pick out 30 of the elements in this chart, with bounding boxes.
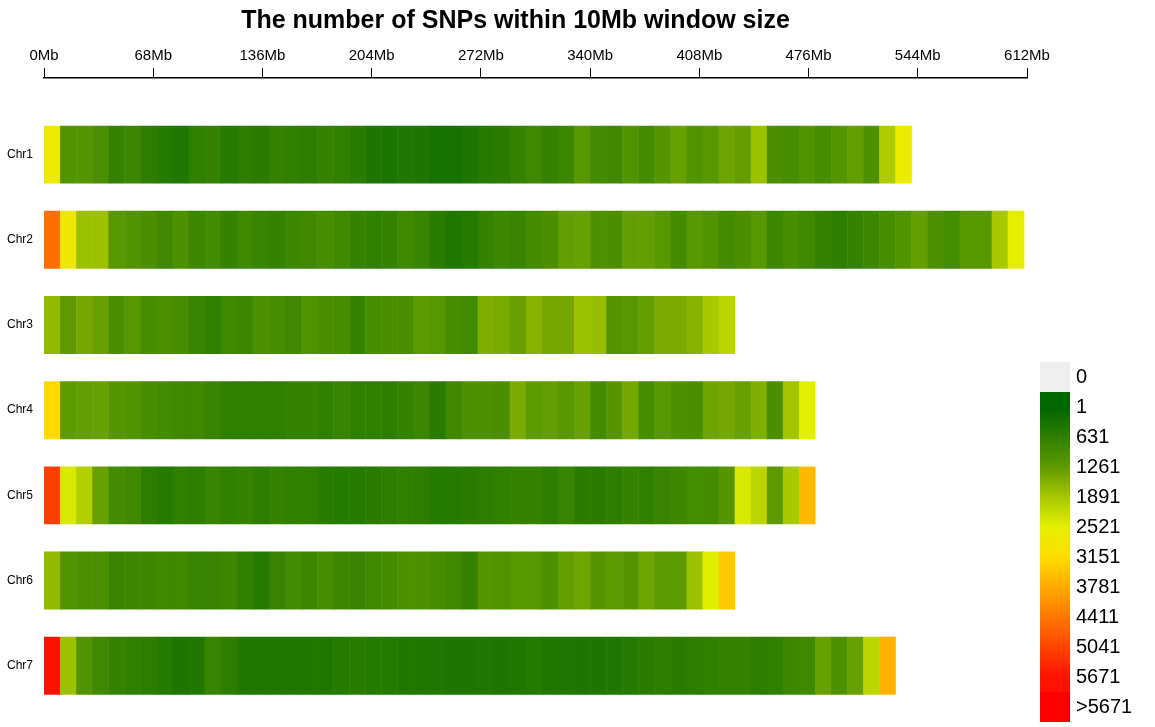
chart-title: The number of SNPs within 10Mb window size bbox=[241, 4, 790, 33]
x-tick-label: 204Mb bbox=[348, 46, 395, 64]
text: 0 bbox=[1076, 364, 1088, 387]
y-tick-label: Chr7 bbox=[6, 658, 34, 673]
color-bar-label: 631 bbox=[1076, 424, 1110, 447]
x-tick-label: 544Mb bbox=[894, 46, 941, 64]
color-bar-label: 2521 bbox=[1076, 514, 1121, 537]
x-tick-label: 340Mb bbox=[567, 46, 614, 64]
color-bar-label: 4411 bbox=[1076, 604, 1120, 627]
x-tick-label: 68Mb bbox=[134, 46, 172, 64]
color-bar-label: 1 bbox=[1076, 394, 1088, 417]
y-tick-label: Chr4 bbox=[6, 402, 34, 417]
text: >5671 bbox=[1076, 694, 1133, 717]
color-bar-label: 3781 bbox=[1076, 574, 1121, 597]
color-bar-label: 5671 bbox=[1076, 664, 1121, 687]
x-tick-label: 476Mb bbox=[785, 46, 832, 64]
x-tick-label: 612Mb bbox=[1004, 46, 1050, 64]
x-tick-label: 0Mb bbox=[29, 46, 59, 64]
x-tick-label: 408Mb bbox=[676, 46, 723, 64]
y-tick-label: Chr5 bbox=[6, 487, 34, 502]
y-tick-label: Chr1 bbox=[6, 146, 34, 161]
x-tick-label: 136Mb bbox=[239, 46, 286, 64]
color-bar-label: 5041 bbox=[1076, 634, 1121, 657]
y-tick-label: Chr2 bbox=[6, 232, 34, 247]
color-bar-label: 1261 bbox=[1076, 454, 1121, 477]
x-tick-label: 272Mb bbox=[457, 46, 504, 64]
color-bar-label: 1891 bbox=[1076, 484, 1121, 507]
y-tick-label: Chr3 bbox=[6, 317, 34, 332]
color-bar-label: 3151 bbox=[1076, 544, 1121, 567]
y-tick-label: Chr6 bbox=[6, 572, 34, 587]
